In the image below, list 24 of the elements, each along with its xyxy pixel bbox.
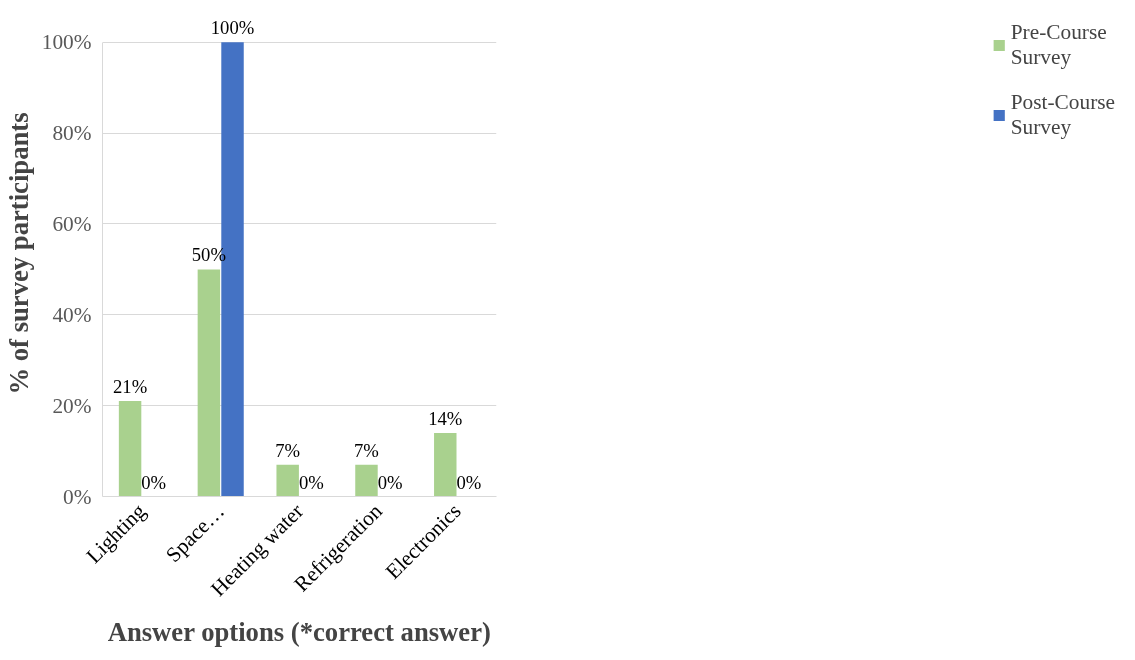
bar [355,464,378,497]
y-tick-label: 80% [52,121,92,146]
y-tick-label: 100% [41,30,92,55]
bar [276,464,299,497]
data-label: 100% [210,17,255,39]
data-label: 21% [112,376,148,398]
legend-label: Pre-Course Survey [1010,20,1107,70]
bar [434,432,457,497]
legend-label: Post-Course Survey [1010,90,1115,140]
data-label: 0% [141,471,167,493]
data-label: 0% [377,471,403,493]
y-tick-label: 60% [52,211,92,236]
data-label: 0% [456,471,482,493]
data-label: 7% [354,439,379,461]
bar [118,401,142,497]
data-label: 7% [275,439,301,461]
data-label: 14% [428,407,463,429]
y-tick-label: 0% [63,484,92,509]
bar [197,269,221,497]
data-label: 0% [298,471,324,493]
y-axis-title: % of survey participants [3,112,34,395]
y-tick-label: 40% [52,302,92,327]
y-tick-label: 20% [52,393,92,418]
x-axis-title: Answer options (*correct answer) [107,617,491,648]
